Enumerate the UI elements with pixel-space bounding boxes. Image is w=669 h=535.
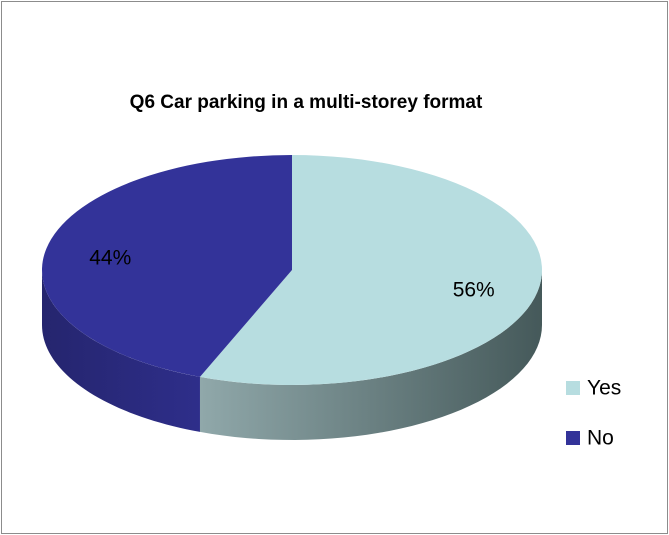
slice-side [199, 270, 542, 440]
data-label: 44% [89, 247, 131, 270]
data-label: 56% [453, 278, 495, 301]
legend-label: No [587, 427, 614, 450]
legend-swatch [566, 431, 580, 445]
pie-slice [41, 155, 293, 377]
chart-title: Q6 Car parking in a multi-storey format [130, 92, 483, 113]
legend-label: Yes [587, 377, 621, 400]
legend-swatch [566, 381, 580, 395]
pie-slice [199, 155, 542, 385]
slice-side [42, 270, 200, 432]
